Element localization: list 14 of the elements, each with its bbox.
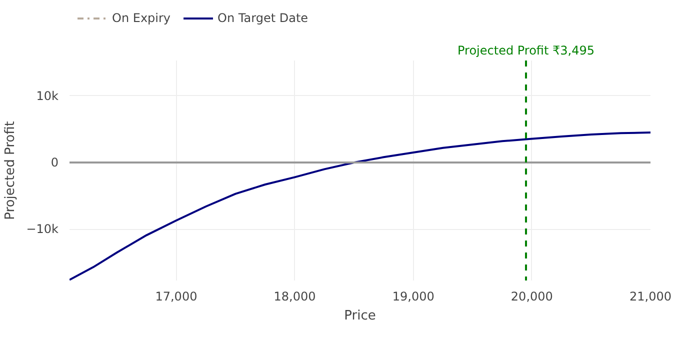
x-tick-label: 18,000 — [274, 290, 316, 304]
line-series — [70, 132, 650, 280]
x-tick-label: 17,000 — [155, 290, 198, 304]
x-tick-label: 20,000 — [510, 290, 553, 304]
x-axis-title: Price — [344, 308, 376, 324]
x-tick-label: 19,000 — [392, 290, 434, 304]
legend-label: On Target Date — [218, 11, 308, 25]
x-tick-label: 21,000 — [630, 290, 672, 304]
y-tick-label: 0 — [50, 156, 59, 170]
y-tick-label: −10k — [26, 222, 59, 236]
y-tick-label: 10k — [36, 88, 59, 103]
legend-label: On Expiry — [112, 11, 171, 25]
ref-line-label: Projected Profit ₹3,495 — [458, 44, 594, 58]
y-axis-title: Projected Profit — [3, 121, 18, 220]
